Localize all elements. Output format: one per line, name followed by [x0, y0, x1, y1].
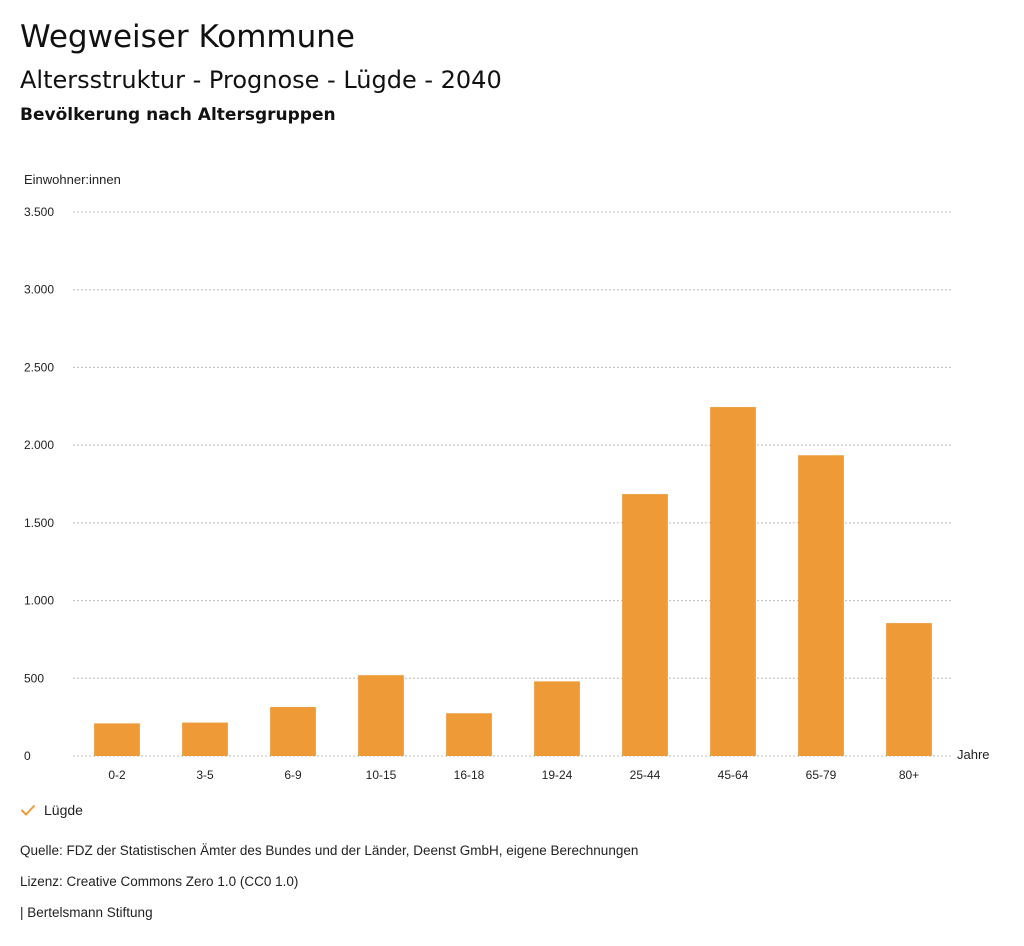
x-tick-label: 10-15	[366, 768, 397, 782]
x-tick-label: 19-24	[542, 768, 573, 782]
y-tick-label: 2.500	[24, 360, 54, 374]
bar-chart: Einwohner:innen 0 500 1.000 1.500 2.000 2.500…	[24, 172, 990, 782]
legend-label: Lügde	[44, 802, 83, 818]
bar-16-18[interactable]	[446, 713, 492, 756]
y-tick-label: 0	[24, 749, 31, 763]
bar-80+[interactable]	[886, 623, 932, 756]
source-note: Quelle: FDZ der Statistischen Ämter des …	[20, 843, 639, 858]
bar-19-24[interactable]	[534, 681, 580, 756]
x-tick-label: 25-44	[630, 768, 661, 782]
x-tick-label: 16-18	[454, 768, 485, 782]
x-tick-label: 45-64	[718, 768, 749, 782]
x-tick-label: 6-9	[284, 768, 302, 782]
x-axis-ticks: 0-2 3-5 6-9 10-15 16-18 19-24 25-44 45-64 65-79 8…	[108, 768, 919, 782]
bar-3-5[interactable]	[182, 722, 228, 756]
x-axis-label: Jahre	[957, 747, 990, 762]
chart-title: Bevölkerung nach Altersgruppen	[20, 105, 336, 125]
x-tick-label: 80+	[899, 768, 919, 782]
bar-45-64[interactable]	[710, 407, 756, 756]
x-tick-label: 3-5	[196, 768, 214, 782]
y-tick-label: 500	[24, 671, 44, 685]
bar-0-2[interactable]	[94, 723, 140, 756]
bar-25-44[interactable]	[622, 494, 668, 756]
bar-10-15[interactable]	[358, 675, 404, 756]
y-tick-label: 1.000	[24, 594, 54, 608]
page-title: Wegweiser Kommune	[20, 19, 355, 55]
x-tick-label: 0-2	[108, 768, 126, 782]
y-tick-label: 2.000	[24, 438, 54, 452]
chart-subtitle: Altersstruktur - Prognose - Lügde - 2040	[20, 66, 502, 94]
legend-item-luegde[interactable]: Lügde	[20, 802, 83, 818]
y-tick-label: 3.500	[24, 205, 54, 219]
bar-6-9[interactable]	[270, 707, 316, 756]
bar-series	[94, 407, 932, 756]
y-tick-label: 1.500	[24, 516, 54, 530]
y-tick-label: 3.000	[24, 283, 54, 297]
y-axis-label: Einwohner:innen	[24, 172, 121, 187]
publisher-note: | Bertelsmann Stiftung	[20, 905, 153, 920]
y-axis-ticks: 0 500 1.000 1.500 2.000 2.500 3.000 3.500	[24, 205, 54, 763]
bar-65-79[interactable]	[798, 455, 844, 756]
license-note: Lizenz: Creative Commons Zero 1.0 (CC0 1…	[20, 874, 299, 889]
check-icon	[21, 805, 35, 816]
x-tick-label: 65-79	[806, 768, 837, 782]
